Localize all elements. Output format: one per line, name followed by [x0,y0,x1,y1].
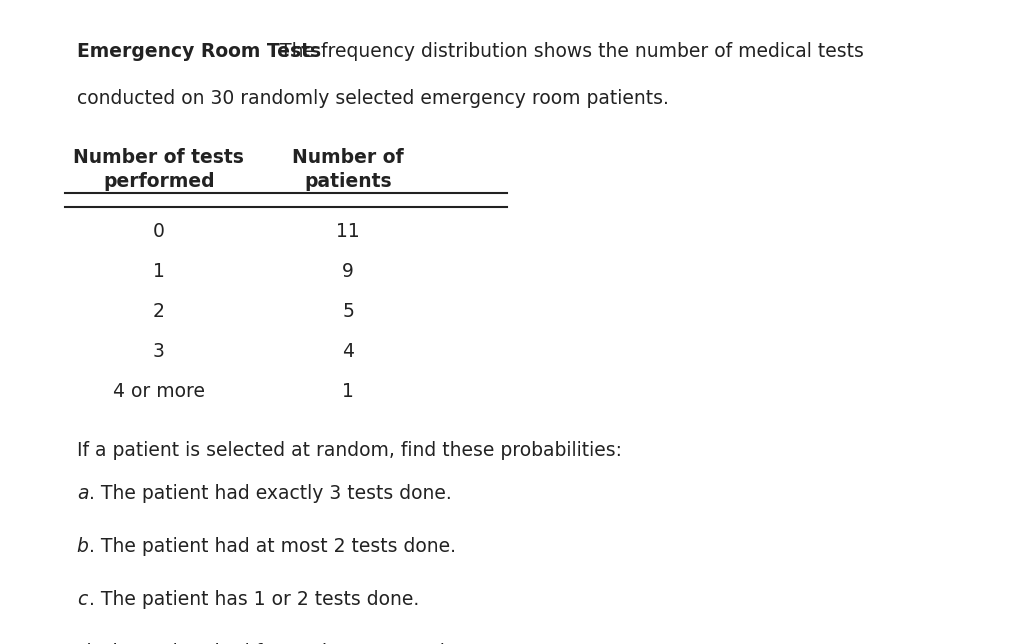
Text: 3: 3 [153,342,165,361]
Text: c: c [77,590,87,609]
Text: 2: 2 [153,302,165,321]
Text: Emergency Room Tests: Emergency Room Tests [77,42,321,61]
Text: Number of
patients: Number of patients [292,148,404,191]
Text: If a patient is selected at random, find these probabilities:: If a patient is selected at random, find… [77,441,622,460]
Text: d: d [77,643,89,644]
Text: a: a [77,484,88,504]
Text: . The patient had at most 2 tests done.: . The patient had at most 2 tests done. [89,537,456,556]
Text: 5: 5 [342,302,354,321]
Text: 1: 1 [153,262,165,281]
Text: . The patient had exactly 3 tests done.: . The patient had exactly 3 tests done. [89,484,452,504]
Text: 11: 11 [336,222,360,242]
Text: The frequency distribution shows the number of medical tests: The frequency distribution shows the num… [274,42,864,61]
Text: 1: 1 [342,382,354,401]
Text: . The patient has 1 or 2 tests done.: . The patient has 1 or 2 tests done. [89,590,420,609]
Text: Number of tests
performed: Number of tests performed [74,148,244,191]
Text: 4: 4 [342,342,354,361]
Text: . The patient had fewer than 3 tests done: . The patient had fewer than 3 tests don… [89,643,479,644]
Text: 0: 0 [153,222,165,242]
Text: conducted on 30 randomly selected emergency room patients.: conducted on 30 randomly selected emerge… [77,89,669,108]
Text: b: b [77,537,89,556]
Text: 4 or more: 4 or more [113,382,205,401]
Text: 9: 9 [342,262,354,281]
